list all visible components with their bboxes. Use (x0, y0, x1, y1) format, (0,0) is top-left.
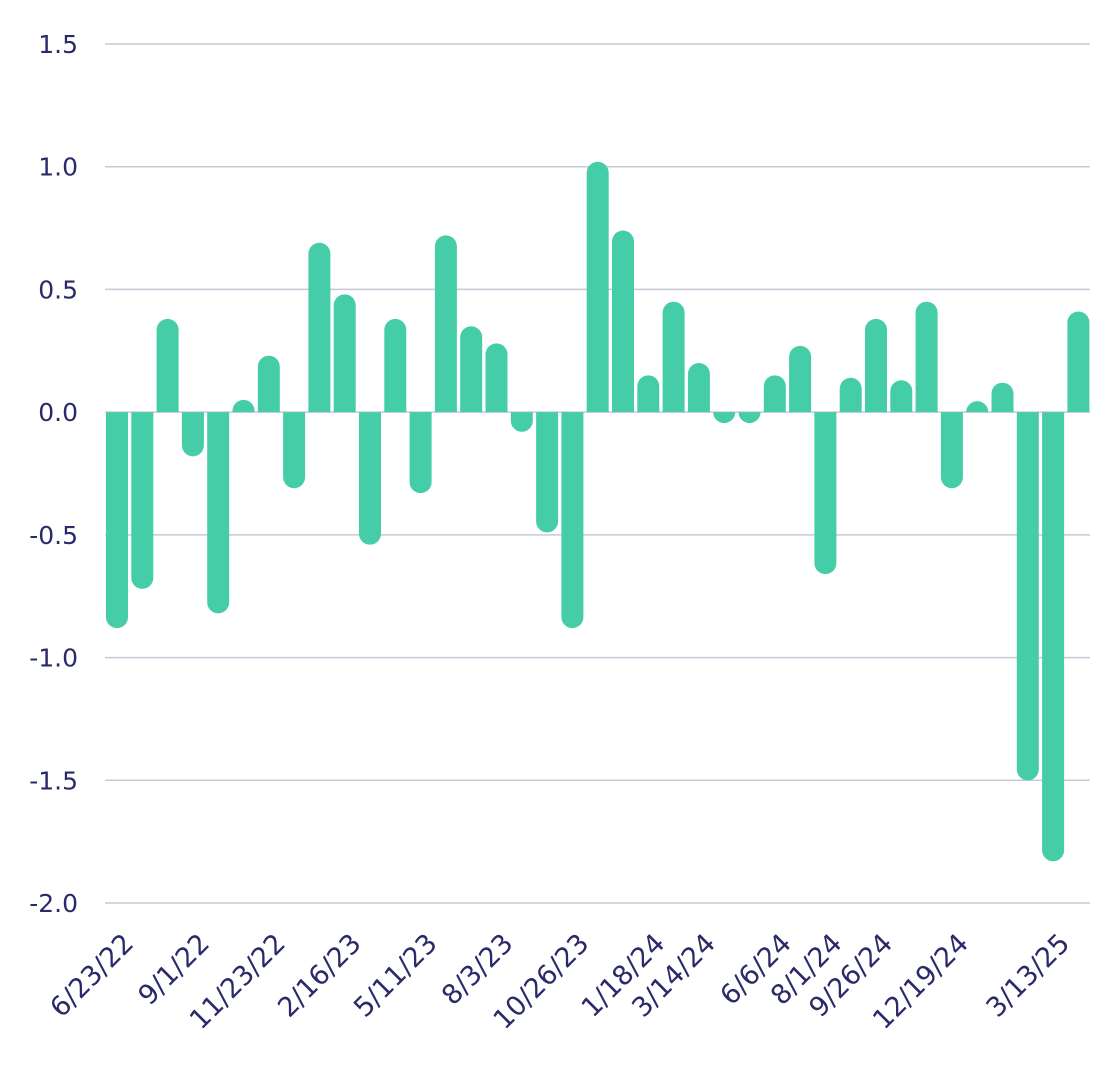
bars (106, 161, 1090, 862)
bar (156, 318, 179, 413)
bar (738, 412, 761, 424)
bar (561, 412, 584, 629)
bar (612, 230, 634, 413)
y-tick-label: -1.0 (29, 644, 78, 673)
bar (359, 412, 381, 545)
bar (1067, 311, 1090, 413)
bar (485, 343, 508, 413)
y-tick-label: -0.5 (29, 521, 78, 550)
bar (991, 382, 1014, 413)
y-axis: 1.5 1.0 0.5 0.0 -0.5 -1.0 -1.5 -2.0 (29, 30, 78, 918)
bar (865, 318, 887, 413)
bar (207, 412, 230, 614)
y-tick-label: 0.5 (38, 275, 78, 304)
bar (1042, 412, 1065, 862)
bar (384, 318, 407, 413)
bar (308, 242, 331, 413)
bar (687, 363, 710, 413)
x-axis: 6/23/229/1/2211/23/222/16/235/11/238/3/2… (44, 928, 1076, 1036)
bar (333, 294, 356, 413)
bar (409, 412, 432, 494)
bar (713, 412, 736, 424)
bar (181, 412, 204, 457)
bar (915, 301, 938, 413)
bar (232, 399, 255, 413)
bar (966, 401, 989, 413)
bar (789, 345, 812, 413)
x-tick-label: 3/13/25 (981, 928, 1077, 1024)
bar (763, 375, 786, 413)
x-tick-label: 6/23/22 (44, 928, 140, 1024)
x-tick-label: 2/16/23 (272, 928, 368, 1024)
bar (1016, 412, 1039, 781)
bar (106, 412, 128, 629)
bar (460, 326, 483, 413)
y-tick-label: 0.0 (38, 398, 78, 427)
y-tick-label: 1.0 (38, 153, 78, 182)
y-tick-label: -1.5 (29, 766, 78, 795)
bar (890, 380, 913, 413)
y-tick-label: 1.5 (38, 30, 78, 59)
y-tick-label: -2.0 (29, 889, 78, 918)
bar (839, 377, 862, 413)
bar (283, 412, 306, 489)
bar (257, 355, 280, 413)
bar (510, 412, 533, 432)
bar (940, 412, 963, 489)
bar (131, 412, 154, 589)
bar (434, 235, 457, 413)
bar (536, 412, 559, 533)
x-tick-label: 5/11/23 (348, 928, 444, 1024)
bar (662, 301, 685, 413)
bar (586, 161, 609, 413)
bar (637, 375, 660, 413)
bar (814, 412, 837, 575)
